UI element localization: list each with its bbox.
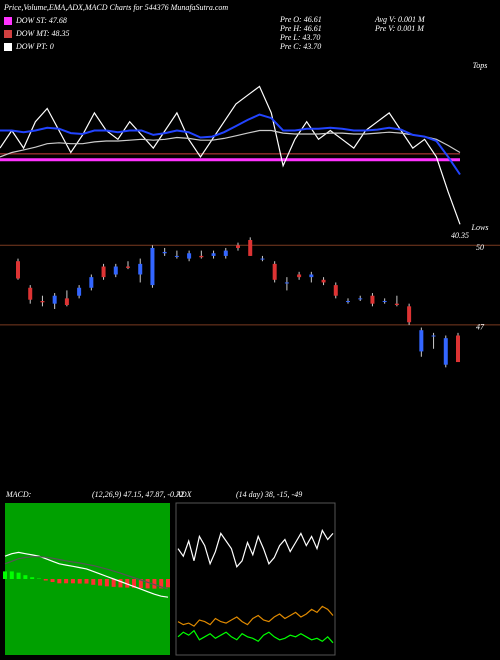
legend-swatch	[4, 43, 12, 51]
candle-body	[419, 330, 424, 352]
candle-body	[443, 338, 448, 365]
candle-body	[248, 240, 253, 256]
candle-body	[174, 255, 179, 257]
info-text: Pre O: 46.61	[279, 15, 322, 24]
histogram-bar	[16, 572, 21, 579]
histogram-bar	[84, 579, 89, 584]
candle-body	[64, 298, 69, 305]
series-line	[177, 528, 334, 569]
histogram-bar	[159, 579, 164, 589]
candle-body	[162, 251, 167, 254]
info-text: Pre V: 0.001 M	[374, 24, 425, 33]
histogram-bar	[145, 579, 150, 589]
candle-body	[321, 279, 326, 283]
info-text: Pre C: 43.70	[279, 42, 321, 51]
histogram-bar	[132, 579, 137, 588]
candle-body	[456, 335, 460, 363]
histogram-bar	[166, 579, 170, 588]
histogram-bar	[70, 579, 75, 584]
adx-panel	[175, 502, 336, 656]
histogram-bar	[50, 579, 55, 583]
histogram-bar	[57, 579, 62, 584]
legend-swatch	[4, 30, 12, 38]
candle-body	[113, 266, 118, 275]
panel-title: ADX	[175, 490, 193, 499]
candle-body	[89, 277, 94, 288]
legend-swatch	[4, 17, 12, 25]
candle-body	[297, 274, 302, 278]
legend-label: DOW ST: 47.68	[15, 16, 67, 25]
histogram-bar	[91, 579, 96, 585]
histogram-bar	[3, 571, 7, 579]
candle-body	[309, 274, 314, 278]
candle-body	[150, 247, 155, 286]
histogram-bar	[111, 579, 116, 587]
candle-body	[272, 263, 277, 280]
candle-body	[260, 258, 265, 260]
info-text: Pre H: 46.61	[279, 24, 322, 33]
histogram-bar	[36, 578, 41, 579]
annotation: 40.35	[451, 231, 469, 240]
legend-label: DOW PT: 0	[15, 42, 54, 51]
legend-label: DOW MT: 48.35	[15, 29, 70, 38]
y-tick-label: 47	[476, 323, 485, 332]
candle-body	[407, 306, 412, 323]
histogram-bar	[125, 579, 130, 588]
candle-body	[394, 303, 399, 305]
histogram-bar	[104, 579, 109, 587]
panel-label: (14 day) 38, -15, -49	[236, 490, 302, 499]
series-line	[177, 605, 334, 627]
candle-body	[358, 298, 363, 300]
candle-body	[126, 266, 130, 268]
candle-body	[101, 266, 106, 278]
info-text: Pre L: 43.70	[279, 33, 320, 42]
series-line	[0, 85, 461, 225]
candle-body	[284, 282, 289, 284]
candle-body	[333, 285, 338, 296]
candle-body	[370, 295, 375, 304]
candle-body	[199, 255, 204, 258]
candle-body	[431, 335, 436, 337]
histogram-bar	[118, 579, 123, 588]
annotation: Tops	[473, 61, 488, 70]
candle-body	[382, 301, 387, 303]
histogram-bar	[30, 577, 35, 579]
candle-body	[187, 253, 192, 259]
candle-body	[16, 261, 20, 279]
histogram-bar	[98, 579, 103, 586]
panel-label: (12,26,9) 47.15, 47.87, -0.72	[92, 490, 184, 499]
candle-body	[28, 287, 33, 300]
candle-body	[211, 253, 216, 256]
candle-body	[138, 263, 143, 275]
histogram-bar	[77, 579, 82, 584]
histogram-bar	[64, 579, 69, 584]
candle-body	[223, 250, 228, 256]
y-tick-label: 50	[476, 243, 484, 252]
candle-body	[52, 295, 57, 304]
series-line	[4, 556, 169, 590]
histogram-bar	[9, 571, 14, 579]
histogram-bar	[43, 579, 48, 581]
histogram-bar	[23, 575, 28, 579]
series-line	[0, 113, 461, 176]
candle-body	[40, 301, 45, 303]
series-line	[177, 629, 334, 644]
candle-body	[346, 301, 350, 303]
panel-title: MACD:	[5, 490, 32, 499]
candle-body	[236, 245, 240, 248]
info-text: Avg V: 0.001 M	[374, 15, 426, 24]
candle-body	[77, 287, 82, 296]
series-line	[0, 129, 461, 158]
chart-title: Price,Volume,EMA,ADX,MACD Charts for 544…	[3, 3, 228, 12]
histogram-bar	[152, 579, 157, 589]
histogram-bar	[138, 579, 143, 589]
annotation: Lows	[471, 223, 489, 232]
series-line	[4, 551, 169, 598]
